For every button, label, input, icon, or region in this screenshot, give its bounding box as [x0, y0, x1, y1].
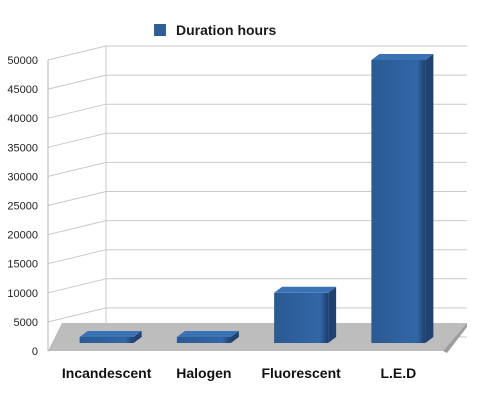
legend-swatch-duration-hours	[154, 24, 166, 36]
y-tick-label: 30000	[7, 171, 38, 183]
bar-fluorescent	[274, 292, 329, 343]
bar-incandescent	[79, 337, 134, 343]
x-category-label: L.E.D	[380, 365, 416, 381]
y-tick-label: 50000	[7, 55, 38, 67]
bar-top	[176, 331, 239, 337]
gridline-side	[47, 191, 107, 206]
bar-top	[371, 54, 434, 60]
bar-side	[425, 54, 434, 343]
y-tick-label: 0	[32, 346, 38, 358]
gridline-side	[47, 132, 107, 148]
gridline-side	[47, 74, 107, 90]
chart-floor-edge	[443, 323, 467, 353]
y-tick-label: 15000	[7, 259, 38, 271]
bar-led	[371, 60, 426, 343]
gridline-side	[47, 103, 107, 119]
gridline-side	[47, 220, 107, 236]
y-tick-label: 25000	[7, 201, 38, 213]
bar-top	[79, 331, 142, 337]
bar-side	[230, 331, 239, 343]
legend-label-duration-hours: Duration hours	[176, 22, 277, 38]
gridline-side	[47, 249, 107, 265]
gridline-side	[47, 161, 107, 177]
y-tick-label: 35000	[7, 142, 38, 154]
x-category-label: Halogen	[176, 365, 231, 381]
chart-floor	[48, 323, 467, 351]
bar-halogen	[176, 337, 231, 343]
gridline-side	[47, 278, 107, 294]
y-tick-label: 20000	[7, 230, 38, 242]
bar-top	[274, 286, 337, 293]
bar-side	[328, 286, 337, 343]
gridline-side	[47, 45, 107, 61]
gridline-side	[47, 307, 107, 323]
y-tick-label: 40000	[7, 113, 38, 125]
bar-side	[133, 331, 142, 343]
y-tick-label: 5000	[14, 317, 38, 329]
y-tick-label: 45000	[7, 84, 38, 96]
x-category-label: Incandescent	[62, 365, 152, 381]
x-category-label: Fluorescent	[261, 365, 341, 381]
y-tick-label: 10000	[7, 288, 38, 300]
